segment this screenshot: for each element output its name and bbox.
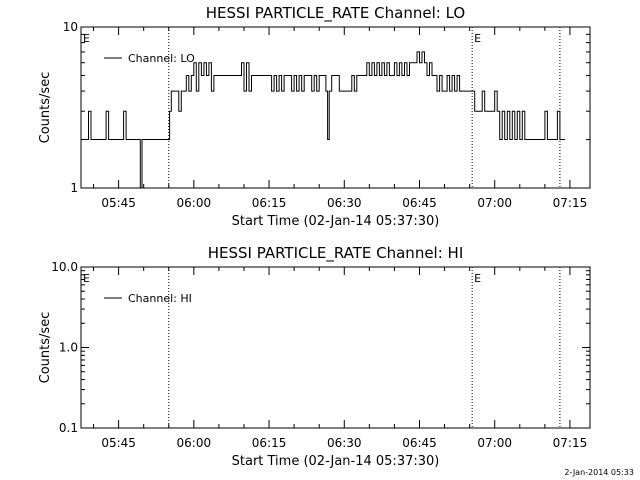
x-tick-label: 06:45: [402, 196, 437, 210]
chart-title: HESSI PARTICLE_RATE Channel: LO: [206, 4, 465, 23]
legend-label: Channel: LO: [128, 52, 195, 65]
chart-panel-1: HESSI PARTICLE_RATE Channel: LO Start Tim…: [38, 4, 591, 229]
y-axis-label: Counts/sec: [38, 312, 53, 384]
y-tick-label: 10.0: [51, 260, 78, 274]
x-tick-label: 06:30: [327, 436, 362, 450]
y-tick-label: 10: [63, 20, 78, 34]
y-tick-label: 0.1: [59, 421, 78, 435]
event-marker-label: E: [83, 272, 90, 285]
x-tick-label: 06:00: [177, 436, 212, 450]
chart-panel-2: HESSI PARTICLE_RATE Channel: HI Start Tim…: [38, 244, 591, 469]
x-tick-label: 06:30: [327, 196, 362, 210]
event-marker-label: E: [474, 272, 481, 285]
x-tick-label: 06:15: [252, 196, 287, 210]
x-tick-label: 06:15: [252, 436, 287, 450]
y-tick-label: 1: [70, 181, 78, 195]
x-tick-label: 07:15: [553, 196, 588, 210]
x-tick-label: 05:45: [101, 436, 136, 450]
plot-frame: [80, 26, 591, 189]
event-marker-label: E: [83, 32, 90, 45]
x-tick-label: 06:45: [402, 436, 437, 450]
x-tick-label: 07:00: [477, 196, 512, 210]
series-line: [81, 51, 565, 189]
chart-title: HESSI PARTICLE_RATE Channel: HI: [208, 244, 464, 263]
x-tick-label: 06:00: [177, 196, 212, 210]
legend-label: Channel: HI: [128, 292, 192, 305]
x-axis-label: Start Time (02-Jan-14 05:37:30): [232, 214, 440, 229]
footer-date: 2-Jan-2014 05:33: [564, 468, 634, 477]
event-marker-label: E: [474, 32, 481, 45]
x-tick-label: 05:45: [101, 196, 136, 210]
y-axis-label: Counts/sec: [38, 72, 53, 144]
x-tick-label: 07:15: [553, 436, 588, 450]
x-axis-label: Start Time (02-Jan-14 05:37:30): [232, 454, 440, 469]
y-tick-label: 1.0: [59, 341, 78, 355]
x-tick-label: 07:00: [477, 436, 512, 450]
